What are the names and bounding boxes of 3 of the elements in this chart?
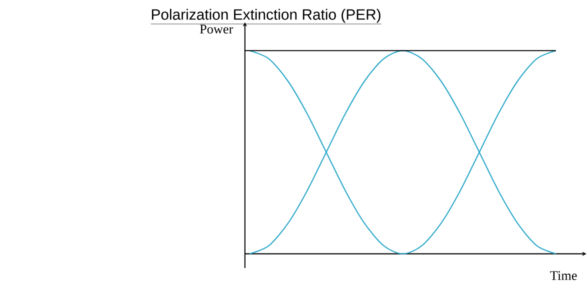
y-axis-title: Power bbox=[200, 25, 234, 34]
x-axis-title: Time bbox=[550, 271, 577, 280]
chart-title: Polarization Extinction Ratio (PER) bbox=[152, 9, 380, 23]
